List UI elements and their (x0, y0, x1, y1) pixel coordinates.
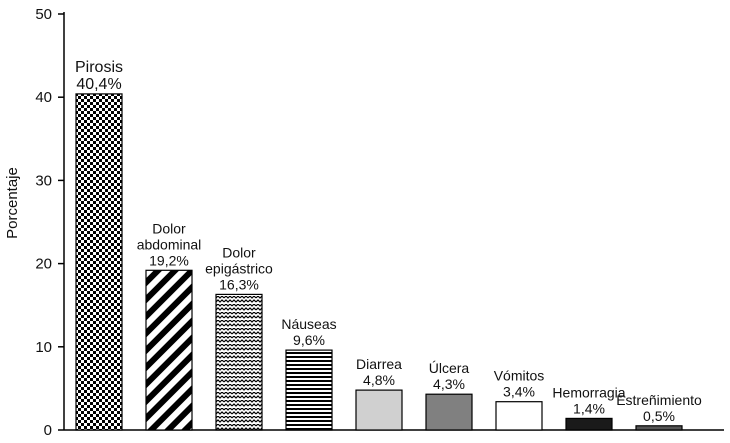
bar-category-label: Vómitos (494, 368, 545, 384)
bar-value-label: 0,5% (643, 408, 675, 424)
y-tick-label: 0 (44, 422, 52, 439)
bars-group (75, 93, 683, 431)
y-tick-label: 30 (35, 172, 52, 189)
bar-category-label: Dolor (222, 244, 256, 260)
bar-value-label: 1,4% (573, 400, 605, 416)
bar-value-label: 16,3% (219, 276, 259, 292)
bar-category-label: Hemorragia (552, 384, 625, 400)
bar (425, 393, 473, 431)
bar-value-label: 4,3% (433, 376, 465, 392)
bar (355, 389, 403, 431)
y-tick-label: 10 (35, 339, 52, 356)
bar-value-label: 40,4% (76, 76, 121, 93)
bar (75, 93, 123, 431)
bar-category-label: Náuseas (281, 316, 336, 332)
bar-category-label: abdominal (137, 236, 202, 252)
y-axis-title: Porcentaje (4, 167, 21, 239)
y-tick-label: 50 (35, 6, 52, 23)
bar-category-label: Pirosis (75, 59, 123, 76)
bar (285, 349, 333, 431)
bar-category-label: Diarrea (356, 356, 402, 372)
bar (635, 425, 683, 431)
bar-value-label: 4,8% (363, 372, 395, 388)
bar-value-label: 9,6% (293, 332, 325, 348)
bar-value-label: 3,4% (503, 384, 535, 400)
bar-category-label: Úlcera (429, 360, 470, 376)
bar (565, 417, 613, 431)
y-tick-label: 20 (35, 256, 52, 273)
bar (215, 293, 263, 431)
bar-category-label: Dolor (152, 220, 186, 236)
bar-value-label: 19,2% (149, 252, 189, 268)
bar (145, 269, 193, 431)
bar-category-label: Estreñimiento (616, 392, 702, 408)
bar (495, 401, 543, 431)
y-tick-label: 40 (35, 89, 52, 106)
bar-category-label: epigástrico (205, 260, 273, 276)
